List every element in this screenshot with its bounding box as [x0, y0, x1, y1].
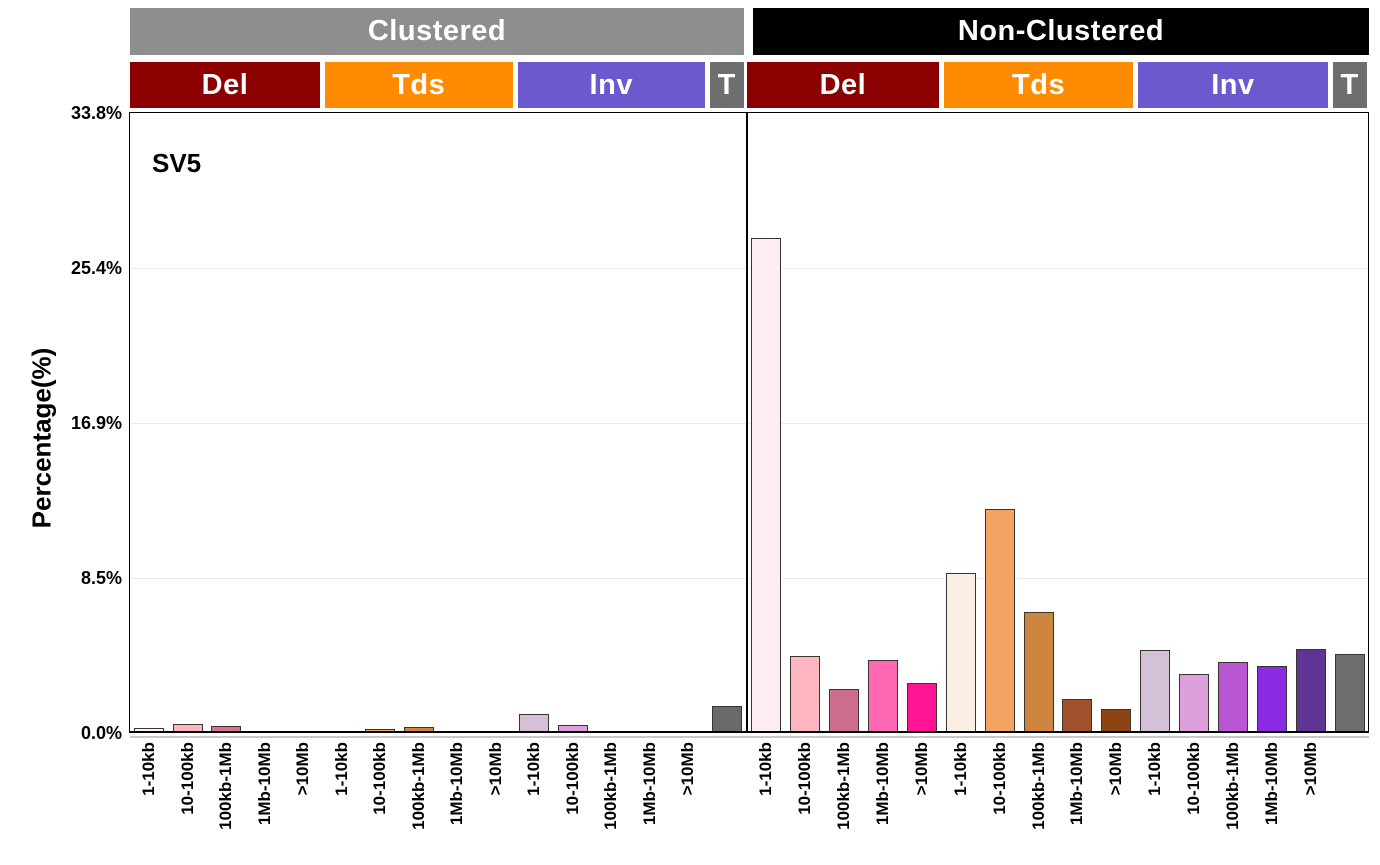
x-tick-label: 1-10kb [950, 742, 970, 796]
x-tick-label: 1Mb-10Mb [1261, 742, 1281, 826]
x-tick-label: 100kb-1Mb [601, 742, 621, 830]
y-tick-label: 33.8% [70, 103, 122, 123]
group-header-non-clustered-inv: Inv [1138, 62, 1328, 108]
bar-clustered-inv-1-10kb [519, 713, 550, 733]
gridline [130, 268, 1369, 269]
x-tick-label: >10Mb [1106, 742, 1126, 796]
bar-clustered-tds-10-100kb [365, 729, 396, 733]
group-header-non-clustered-del: Del [747, 62, 939, 108]
x-tick-label: 100kb-1Mb [408, 742, 428, 830]
group-header-clustered-inv: Inv [517, 62, 705, 108]
x-tick-label: 100kb-1Mb [834, 742, 854, 830]
x-tick-label: 1Mb-10Mb [873, 742, 893, 826]
x-tick-label: 10-100kb [989, 742, 1009, 815]
bar-clustered-inv-100kb-1mb [596, 730, 627, 733]
group-header-clustered-tds: Tds [325, 62, 513, 108]
bar-non-clustered-del-100kb-1mb [829, 688, 860, 733]
x-tick-label: >10Mb [1300, 742, 1320, 796]
bar-non-clustered-tds-10-100kb [984, 509, 1015, 733]
bar-non-clustered-del-1-10kb [751, 237, 782, 733]
signature-label: SV5 [152, 148, 202, 178]
x-tick-label: 1Mb-10Mb [447, 742, 467, 826]
bar-non-clustered-del-10mb [906, 683, 937, 733]
bar-non-clustered-del-10-100kb [790, 655, 821, 733]
x-tick-label: 100kb-1Mb [1222, 742, 1242, 830]
group-header-non-clustered-tds: Tds [943, 62, 1134, 108]
bar-clustered-del-10-100kb [172, 723, 203, 733]
x-tick-label: >10Mb [485, 742, 505, 796]
x-tick-label: 1-10kb [1145, 742, 1165, 796]
section-header-non-clustered: Non-Clustered [753, 8, 1369, 55]
baseline-shadow-line [130, 736, 1369, 738]
bar-non-clustered-inv-1mb-10mb [1256, 666, 1287, 733]
x-tick-label: 10-100kb [795, 742, 815, 815]
bar-clustered-tds-1-10kb [326, 731, 357, 733]
bar-non-clustered-inv-10mb [1295, 648, 1326, 733]
group-header-clustered-del: Del [130, 62, 320, 108]
x-tick-label: 10-100kb [370, 742, 390, 815]
bar-non-clustered-tds-100kb-1mb [1023, 611, 1054, 733]
bar-clustered-del-1mb-10mb [249, 730, 280, 733]
gridline [130, 578, 1369, 579]
bar-clustered-del-1-10kb [134, 728, 165, 733]
x-tick-label: 1-10kb [331, 742, 351, 796]
bar-non-clustered-del-1mb-10mb [868, 659, 899, 733]
y-tick-label: 25.4% [70, 258, 122, 278]
bar-non-clustered-inv-10-100kb [1179, 674, 1210, 733]
y-axis-label: Percentage(%) [26, 347, 57, 529]
x-tick-label: >10Mb [678, 742, 698, 796]
x-tick-label: 1-10kb [524, 742, 544, 796]
x-tick-label: >10Mb [911, 742, 931, 796]
x-tick-label: 1-10kb [756, 742, 776, 796]
group-header-non-clustered-t: T [1332, 62, 1367, 108]
x-tick-label: 10-100kb [1184, 742, 1204, 815]
x-tick-label: 100kb-1Mb [1028, 742, 1048, 830]
panel-divider [746, 113, 748, 733]
y-tick-label: 8.5% [80, 568, 122, 588]
x-tick-label: 1Mb-10Mb [639, 742, 659, 826]
bar-clustered-t [711, 706, 742, 733]
bar-clustered-del-100kb-1mb [211, 725, 242, 733]
x-tick-label: >10Mb [293, 742, 313, 796]
x-tick-label: 10-100kb [562, 742, 582, 815]
section-header-clustered: Clustered [130, 8, 744, 55]
group-header-clustered-t: T [710, 62, 744, 108]
y-tick-label: 16.9% [70, 413, 122, 433]
bar-clustered-inv-10-100kb [557, 724, 588, 733]
bar-non-clustered-inv-1-10kb [1140, 650, 1171, 733]
gridline [130, 423, 1369, 424]
bar-non-clustered-t [1334, 654, 1365, 733]
x-tick-label: 10-100kb [177, 742, 197, 815]
x-tick-label: 1-10kb [139, 742, 159, 796]
y-tick-label: 0.0% [80, 723, 122, 743]
x-tick-label: 1Mb-10Mb [254, 742, 274, 826]
bar-non-clustered-inv-100kb-1mb [1217, 662, 1248, 733]
bar-clustered-tds-100kb-1mb [403, 727, 434, 733]
x-tick-label: 100kb-1Mb [216, 742, 236, 830]
x-tick-label: 1Mb-10Mb [1067, 742, 1087, 826]
bar-non-clustered-tds-1-10kb [945, 573, 976, 733]
bar-non-clustered-tds-10mb [1101, 709, 1132, 733]
bar-non-clustered-tds-1mb-10mb [1062, 699, 1093, 733]
